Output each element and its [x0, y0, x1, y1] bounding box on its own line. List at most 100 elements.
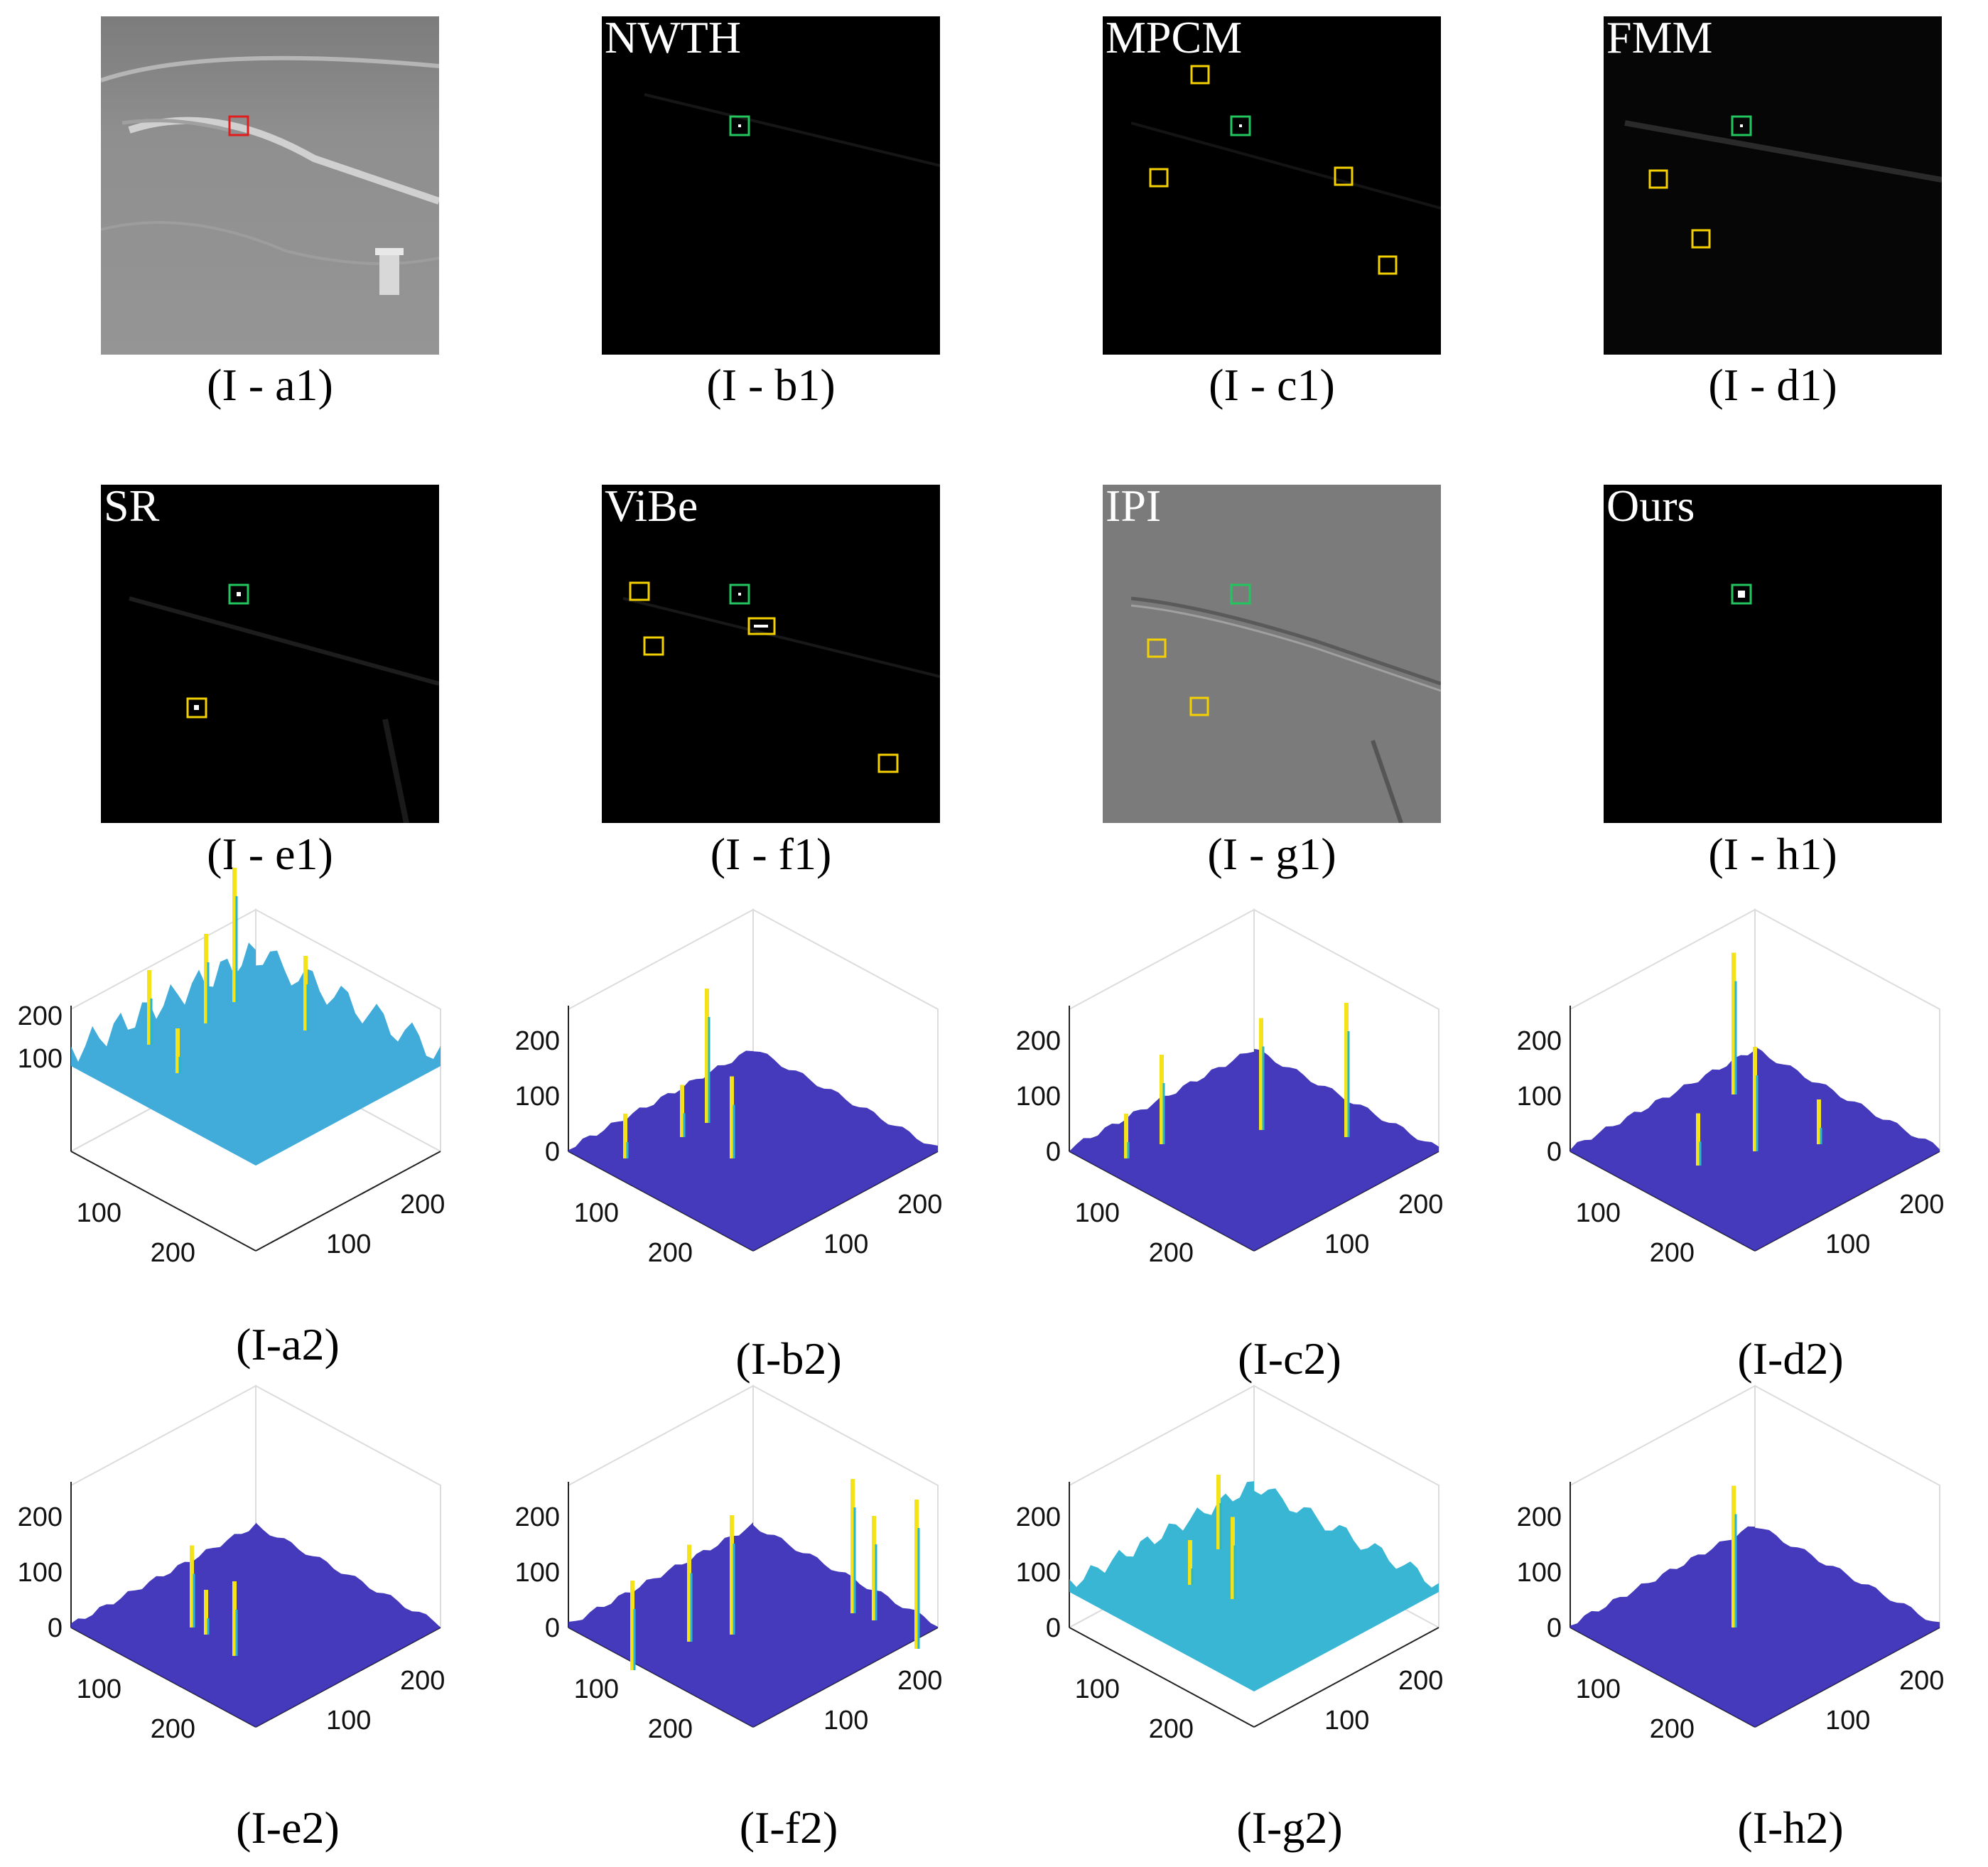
panel-d1: FMM [1604, 16, 1942, 355]
x-tick-label: 100 [77, 1674, 121, 1704]
surface [71, 942, 441, 1166]
z-tick-label: 100 [1517, 1558, 1562, 1588]
y-tick-label: 100 [1324, 1706, 1369, 1736]
caption-h1: (I - h1) [1708, 829, 1837, 879]
z-tick-label: 100 [515, 1558, 560, 1588]
fmm-result-map [1604, 16, 1942, 355]
z-tick-label: 100 [18, 1044, 63, 1074]
z-tick-label: 100 [1016, 1558, 1061, 1588]
panel-h1: Ours [1604, 485, 1942, 823]
surface-plot-f2: 200 100 0 100 200 100 200 [515, 1384, 959, 1805]
x-tick-label: 100 [1075, 1674, 1120, 1704]
y-axis [255, 1151, 441, 1252]
x-tick-label: 100 [574, 1674, 619, 1704]
caption-c2: (I-c2) [1238, 1333, 1341, 1384]
panel-c1: MPCM [1103, 16, 1441, 355]
target-box-red [228, 115, 249, 136]
surface-plot-e2: 200 100 0 100 200 100 200 [18, 1384, 462, 1805]
panel-e1: SR [101, 485, 439, 823]
false-alarm-box [747, 617, 776, 635]
panel-g1: IPI [1103, 485, 1441, 823]
y-tick-label: 100 [823, 1706, 868, 1736]
method-label: NWTH [605, 16, 741, 63]
caption-b2: (I-b2) [735, 1333, 842, 1384]
method-label: Ours [1606, 485, 1695, 531]
y-axis [1253, 1627, 1439, 1728]
surface [568, 1050, 938, 1251]
z-tick-label: 200 [18, 1502, 63, 1532]
y-tick-label: 100 [1825, 1230, 1870, 1259]
caption-b1: (I - b1) [706, 360, 836, 410]
z-tick-label: 0 [48, 1613, 63, 1643]
y-tick-label: 100 [823, 1230, 868, 1259]
surface-plot-h2: 200 100 0 100 200 100 200 [1517, 1384, 1961, 1805]
caption-f1: (I - f1) [710, 829, 832, 879]
y-tick-label: 200 [1899, 1666, 1944, 1696]
false-alarm-box [1189, 696, 1209, 716]
z-tick-label: 0 [545, 1613, 560, 1643]
target-box-green [729, 115, 750, 136]
false-alarm-box [1190, 65, 1210, 85]
y-tick-label: 100 [1324, 1230, 1369, 1259]
target-box-green [1731, 583, 1752, 605]
vibe-result-map [602, 485, 940, 823]
false-alarm-box [1334, 166, 1354, 186]
panel-b1: NWTH [602, 16, 940, 355]
caption-e1: (I - e1) [207, 829, 333, 879]
method-label: ViBe [605, 485, 698, 531]
target-box-green [1230, 583, 1251, 605]
z-tick-label: 0 [1547, 1137, 1562, 1167]
z-tick-label: 0 [1547, 1613, 1562, 1643]
x-tick-label: 200 [151, 1714, 195, 1744]
x-axis [70, 1151, 256, 1252]
method-label: FMM [1606, 16, 1713, 63]
x-tick-label: 200 [1650, 1714, 1695, 1744]
caption-e2: (I-e2) [236, 1802, 340, 1853]
caption-d2: (I-d2) [1737, 1333, 1844, 1384]
surface-plot-g2: 200 100 0 100 200 100 200 [1016, 1384, 1460, 1805]
x-tick-label: 200 [648, 1714, 693, 1744]
z-tick-label: 0 [545, 1137, 560, 1167]
y-tick-label: 200 [897, 1666, 942, 1696]
target-box-green [228, 583, 249, 605]
surface-plot-d2: 200 100 0 100 200 100 200 [1517, 908, 1961, 1329]
z-tick-label: 100 [18, 1558, 63, 1588]
z-tick-label: 200 [1016, 1026, 1061, 1056]
surface-plot-a2: 200 100 100 200 100 200 [18, 868, 462, 1329]
z-tick-label: 200 [1517, 1026, 1562, 1056]
mpcm-result-map [1103, 16, 1441, 355]
x-tick-label: 200 [1149, 1238, 1194, 1268]
panel-f1: ViBe [602, 485, 940, 823]
y-tick-label: 100 [1825, 1706, 1870, 1736]
target-box-green [1731, 115, 1752, 136]
x-tick-label: 200 [648, 1238, 693, 1268]
x-tick-label: 200 [1650, 1238, 1695, 1268]
x-tick-label: 100 [1576, 1674, 1621, 1704]
caption-g1: (I - g1) [1207, 829, 1336, 879]
ipi-result-map [1103, 485, 1441, 823]
x-tick-label: 100 [1075, 1198, 1120, 1228]
caption-c1: (I - c1) [1209, 360, 1335, 410]
method-label: IPI [1106, 485, 1162, 531]
ours-result-map [1604, 485, 1942, 823]
false-alarm-box [1149, 168, 1169, 188]
sr-result-map [101, 485, 439, 823]
caption-a2: (I-a2) [236, 1319, 340, 1370]
z-tick-label: 0 [1046, 1613, 1061, 1643]
y-tick-label: 200 [400, 1190, 445, 1220]
nwth-result-map [602, 16, 940, 355]
caption-d1: (I - d1) [1708, 360, 1837, 410]
method-label: SR [104, 485, 160, 531]
y-tick-label: 200 [1398, 1190, 1443, 1220]
input-scene-image [101, 16, 439, 355]
z-tick-label: 100 [1517, 1082, 1562, 1112]
false-alarm-box [1378, 255, 1398, 275]
z-tick-label: 200 [515, 1502, 560, 1532]
false-alarm-box [877, 753, 899, 773]
x-tick-label: 100 [77, 1198, 121, 1228]
y-tick-label: 200 [1899, 1190, 1944, 1220]
x-tick-label: 100 [574, 1198, 619, 1228]
x-tick-label: 100 [1576, 1198, 1621, 1228]
false-alarm-box [1691, 229, 1711, 249]
y-tick-label: 200 [1398, 1666, 1443, 1696]
